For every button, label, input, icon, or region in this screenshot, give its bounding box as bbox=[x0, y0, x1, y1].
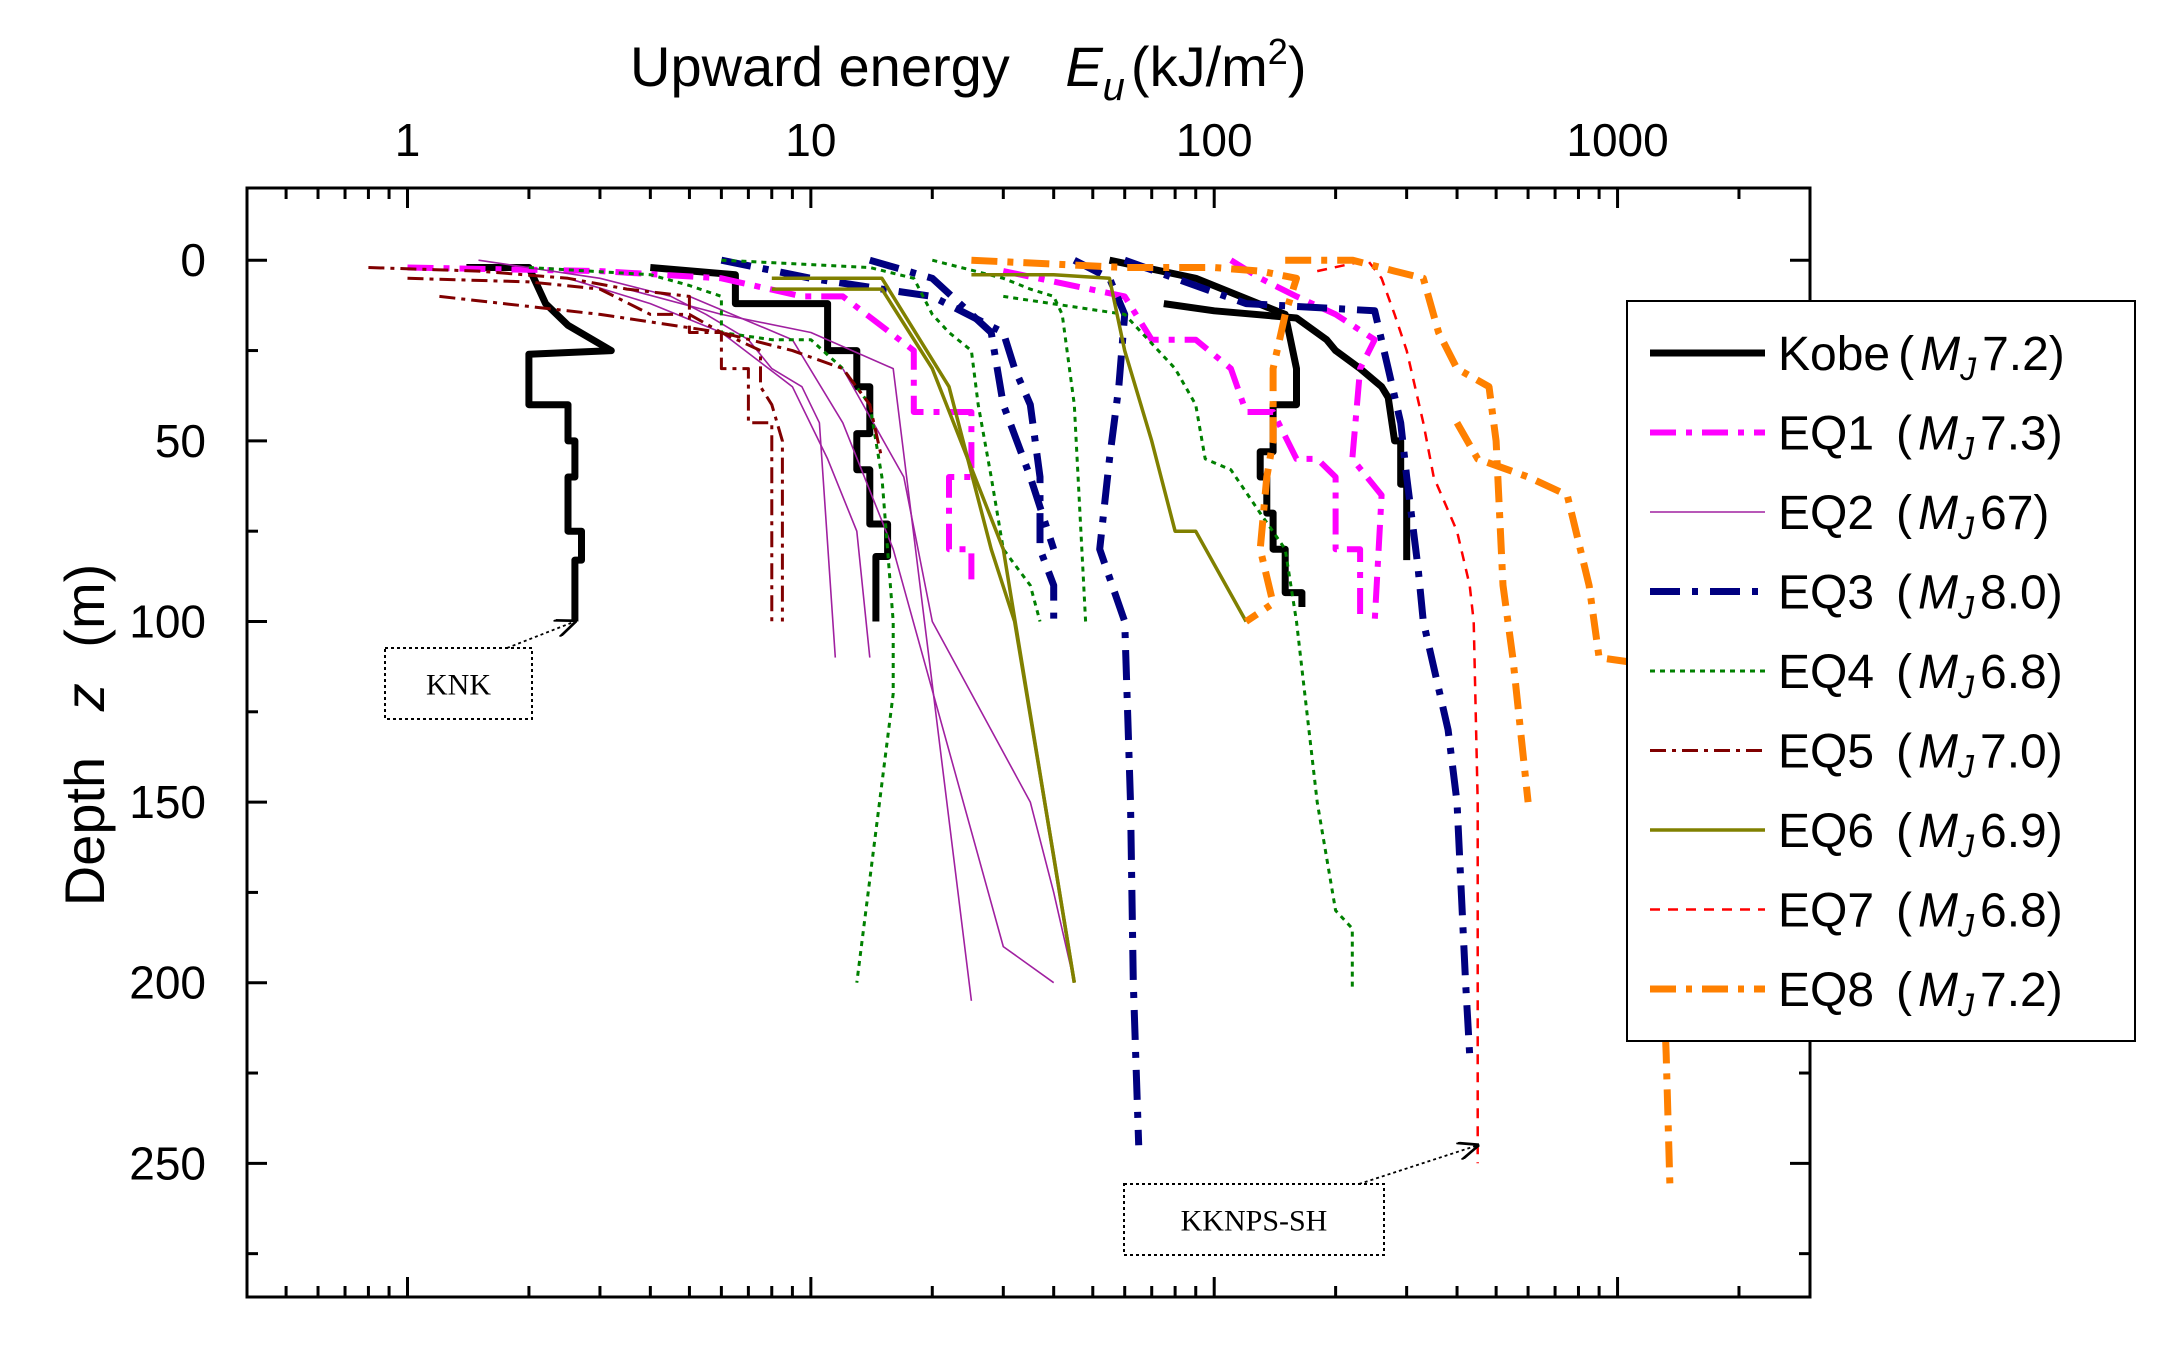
series-line-eq5 bbox=[407, 276, 784, 622]
plot-frame bbox=[245, 186, 1812, 1299]
x-tick-label: 100 bbox=[1176, 114, 1253, 166]
y-tick-labels: 0 50 100 150 200 250 bbox=[129, 234, 206, 1189]
x-axis-title-symbol: E bbox=[1065, 35, 1103, 98]
legend-item-eq4: EQ4(MJ 6.8) bbox=[1650, 646, 2063, 705]
x-tick-labels: 1 10 100 1000 bbox=[395, 114, 1669, 166]
x-axis-title-unit-open: (kJ/m bbox=[1131, 35, 1268, 98]
series-eq6 bbox=[771, 272, 1248, 983]
x-tick-label: 1000 bbox=[1566, 114, 1668, 166]
legend-item-eq3: EQ3(MJ 8.0) bbox=[1650, 567, 2063, 626]
legend-label: EQ5(MJ 7.0) bbox=[1778, 726, 2063, 785]
series-line-eq1 bbox=[1002, 268, 1364, 622]
series-layer bbox=[368, 256, 1674, 1193]
x-axis-title-subscript: u bbox=[1103, 65, 1125, 109]
legend-item-eq2: EQ2(MJ 67) bbox=[1650, 487, 2049, 546]
annotations: KNK KKNPS-SH bbox=[384, 621, 1478, 1256]
legend-label: EQ3(MJ 8.0) bbox=[1778, 567, 2063, 626]
annotation-label: KNK bbox=[426, 669, 491, 702]
y-tick-label: 0 bbox=[180, 234, 206, 286]
annotation-label: KKNPS-SH bbox=[1181, 1205, 1328, 1238]
series-line-eq4 bbox=[1003, 294, 1354, 990]
legend-label: Kobe(MJ 7.2) bbox=[1778, 328, 2065, 387]
series-line-eq3 bbox=[1072, 257, 1143, 1146]
y-axis-title-text: Depth bbox=[53, 757, 116, 906]
series-line-eq2 bbox=[842, 368, 1076, 983]
series-line-eq7 bbox=[1316, 258, 1479, 1164]
legend-item-eq5: EQ5(MJ 7.0) bbox=[1650, 726, 2063, 785]
y-axis-title-symbol: z bbox=[53, 683, 116, 712]
series-line-eq3 bbox=[1123, 256, 1474, 1056]
x-tick-label: 1 bbox=[395, 114, 421, 166]
series-line-eq2 bbox=[567, 277, 871, 658]
y-tick-label: 100 bbox=[129, 595, 206, 647]
series-eq7 bbox=[1316, 258, 1479, 1164]
y-axis-title: Depth z (m) bbox=[53, 564, 116, 907]
series-line-kobe bbox=[1108, 256, 1306, 607]
annotation-box bbox=[1123, 1183, 1385, 1256]
legend-item-eq7: EQ7(MJ 6.8) bbox=[1650, 885, 2063, 944]
y-tick-label: 150 bbox=[129, 776, 206, 828]
series-eq3 bbox=[720, 256, 1474, 1146]
annotation-knk: KNK bbox=[384, 621, 575, 720]
annotation-arrow bbox=[1358, 1145, 1478, 1185]
series-line-eq1 bbox=[1229, 257, 1385, 622]
x-tick-label: 10 bbox=[785, 114, 836, 166]
legend-label: EQ7(MJ 6.8) bbox=[1778, 885, 2063, 944]
x-axis-title-unit-sup: 2 bbox=[1268, 31, 1288, 72]
series-line-eq3 bbox=[720, 256, 1058, 622]
legend-item-eq6: EQ6(MJ 6.9) bbox=[1650, 805, 2063, 864]
series-line-eq8 bbox=[971, 256, 1300, 625]
series-line-kobe bbox=[466, 264, 615, 622]
series-line-eq4 bbox=[528, 266, 895, 983]
annotation-arrow bbox=[506, 621, 575, 649]
series-line-eq5 bbox=[368, 266, 774, 622]
legend: Kobe(MJ 7.2) EQ1(MJ 7.3) EQ2(MJ 67) EQ3(MJ 8.0)… bbox=[1626, 300, 2136, 1042]
series-line-eq1 bbox=[407, 264, 975, 586]
legend-label: EQ4(MJ 6.8) bbox=[1778, 646, 2063, 705]
series-line-eq5 bbox=[439, 294, 884, 460]
x-axis-title-unit-close: ) bbox=[1288, 35, 1307, 98]
legend-label: EQ8(MJ 7.2) bbox=[1778, 964, 2063, 1023]
annotation-box bbox=[384, 647, 533, 720]
legend-item-kobe: Kobe(MJ 7.2) bbox=[1650, 328, 2065, 387]
legend-item-eq1: EQ1(MJ 7.3) bbox=[1650, 408, 2063, 467]
series-eq5 bbox=[368, 266, 884, 622]
series-line-eq4 bbox=[931, 258, 1088, 622]
y-tick-label: 200 bbox=[129, 957, 206, 1009]
series-line-kobe bbox=[1163, 300, 1411, 561]
legend-label: EQ2(MJ 67) bbox=[1778, 487, 2049, 546]
legend-label: EQ1(MJ 7.3) bbox=[1778, 408, 2063, 467]
axis-ticks bbox=[245, 188, 1812, 1297]
series-eq8 bbox=[971, 256, 1674, 1193]
annotation-kknps-sh: KKNPS-SH bbox=[1123, 1145, 1478, 1256]
y-axis-title-unit: (m) bbox=[53, 564, 116, 648]
series-line-eq2 bbox=[689, 295, 1055, 984]
series-eq4 bbox=[528, 258, 1354, 990]
series-line-eq6 bbox=[771, 276, 1077, 983]
y-tick-label: 50 bbox=[155, 415, 206, 467]
series-eq1 bbox=[407, 257, 1385, 622]
series-line-eq6 bbox=[771, 287, 1077, 983]
series-line-eq4 bbox=[721, 258, 1042, 622]
series-line-eq3 bbox=[868, 256, 1058, 551]
series-line-eq6 bbox=[971, 272, 1248, 623]
legend-label: EQ6(MJ 6.9) bbox=[1778, 805, 2063, 864]
x-axis-title-text: Upward energy bbox=[630, 35, 1010, 98]
x-axis-title: Upward energy Eu (kJ/m2) bbox=[630, 31, 1306, 109]
legend-item-eq8: EQ8(MJ 7.2) bbox=[1650, 964, 2063, 1023]
series-eq2 bbox=[478, 259, 1076, 1001]
y-tick-label: 250 bbox=[129, 1137, 206, 1189]
